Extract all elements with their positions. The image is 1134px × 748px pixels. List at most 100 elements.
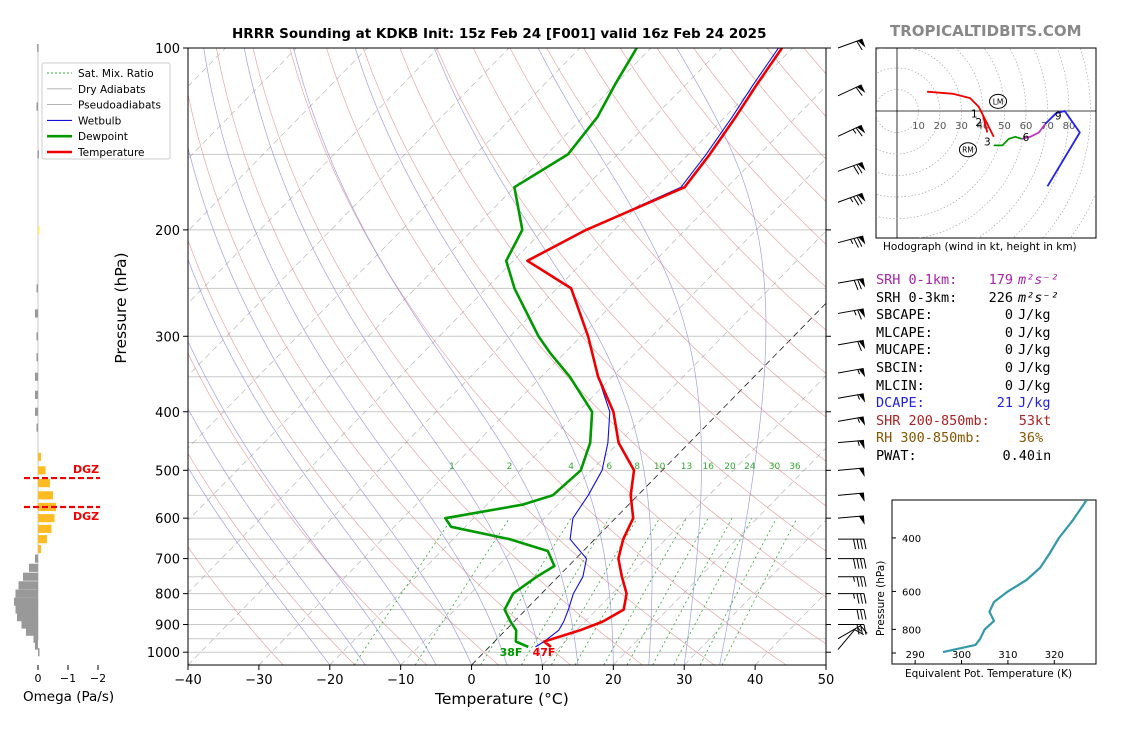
hodograph-frame (875, 47, 1097, 239)
y-tick-label: 900 (155, 619, 180, 634)
barb-full (863, 609, 867, 620)
barb-shaft (837, 439, 864, 444)
barb-full (857, 279, 862, 290)
mixing-ratio-label: 6 (606, 462, 612, 472)
barb-flag (858, 308, 866, 318)
hodo-ring-label: 70 (1041, 121, 1054, 132)
barb-half (853, 593, 855, 599)
stat-value: 179 (988, 272, 1013, 288)
moist-adiabat (188, 146, 472, 665)
y-tick-label: 800 (155, 588, 180, 603)
mixing-ratio-line (721, 518, 798, 665)
omega-bar (15, 605, 38, 614)
theta-e-y-tick-label: 800 (902, 625, 921, 636)
omega-bar (35, 407, 38, 416)
dry-adiabat (326, 48, 826, 645)
hodo-height-label: 3 (984, 136, 991, 148)
hodo-height-label: 6 (1023, 132, 1030, 144)
theta-e-x-tick-label: 290 (906, 650, 925, 661)
omega-tick-label: −2 (90, 672, 106, 685)
barb-half (852, 129, 857, 134)
barb-full (856, 195, 863, 205)
stat-value: 53 (1018, 412, 1035, 429)
omega-bar (38, 648, 40, 657)
omega-bar (35, 372, 38, 381)
wind-barb (837, 308, 866, 320)
barb-full (860, 558, 863, 569)
stat-row: SRH 0-1km: 179 m²s⁻² (876, 272, 1091, 289)
omega-bar (36, 423, 38, 432)
wind-barb (837, 192, 866, 206)
stat-value: 0 (1004, 324, 1013, 341)
stat-unit: in (1035, 448, 1052, 464)
barb-shaft (837, 629, 856, 650)
moist-adiabat (676, 48, 767, 665)
theta-e-frame (891, 499, 1097, 665)
stat-row: MLCAPE: 0 J/kg (876, 325, 1091, 342)
x-tick-label: −30 (245, 673, 272, 688)
isotherm-line (188, 48, 510, 377)
wind-barb (837, 84, 866, 97)
omega-bar (38, 524, 52, 533)
wind-barb (837, 161, 866, 175)
stat-label: SRH 0-1km: (876, 272, 958, 288)
wetbulb-line (526, 48, 779, 648)
omega-bar (23, 572, 38, 581)
hodo-segment (1021, 123, 1047, 140)
isotherm-line (542, 375, 826, 665)
theta-e-line (942, 500, 1088, 654)
y-axis-label: Pressure (hPa) (112, 252, 130, 364)
barb-full (856, 624, 860, 635)
dry-adiabat (509, 48, 826, 418)
barb-full (856, 593, 860, 604)
stat-label: SBCIN: (876, 360, 925, 376)
barb-flag (858, 515, 865, 525)
mixing-ratio-label: 30 (769, 462, 781, 472)
barb-flag (858, 235, 866, 245)
surface-temp-label: 47F (533, 646, 556, 659)
barb-full (863, 539, 867, 550)
barb-full (856, 164, 863, 174)
omega-bar (37, 150, 39, 159)
wind-barb (837, 416, 866, 426)
omega-tick-label: 0 (35, 672, 42, 685)
theta-e-x-tick-label: 300 (952, 650, 971, 661)
dry-adiabat (289, 48, 787, 665)
x-tick-label: 20 (605, 673, 622, 688)
x-axis-label: Temperature (°C) (435, 690, 569, 708)
isotherm-line (613, 447, 826, 665)
hodo-segment (1044, 110, 1081, 187)
barb-flag (857, 162, 866, 171)
skewt-frame (187, 47, 827, 666)
stat-row: MLCIN: 0 J/kg (876, 378, 1091, 395)
barb-half (857, 627, 862, 632)
dgz-label: DGZ (73, 510, 99, 523)
barb-half (850, 239, 854, 245)
barb-full (856, 576, 860, 587)
theta-e-x-tick-label: 320 (1045, 650, 1064, 661)
mixing-ratio-line (652, 518, 733, 665)
isotherm-line (683, 519, 826, 665)
barb-full (863, 593, 867, 604)
legend-entry: Dewpoint (78, 131, 128, 143)
mixing-ratio-line (699, 518, 777, 665)
hodo-ring (977, 48, 1048, 238)
mixing-ratio-label: 13 (681, 462, 692, 472)
barb-shaft (837, 625, 861, 640)
stat-value: 0.40 (1002, 448, 1035, 464)
wind-barb (837, 629, 864, 650)
isotherm-line (188, 48, 581, 449)
wind-barb (838, 609, 867, 620)
x-tick-label: −20 (316, 673, 343, 688)
y-tick-label: 700 (155, 553, 180, 568)
mixing-ratio-label: 16 (702, 462, 714, 472)
legend-entry: Sat. Mix. Ratio (78, 68, 154, 80)
dry-adiabat (362, 48, 826, 598)
omega-bar (38, 479, 50, 488)
barb-full (857, 341, 862, 352)
omega-bar (36, 102, 38, 111)
hodo-height-label: 9 (1055, 111, 1062, 123)
brand-watermark: TROPICALTIDBITS.COM (890, 22, 1082, 40)
barb-flag (858, 440, 865, 450)
omega-panel: 0 −1 −2 DGZ DGZ (14, 43, 106, 685)
